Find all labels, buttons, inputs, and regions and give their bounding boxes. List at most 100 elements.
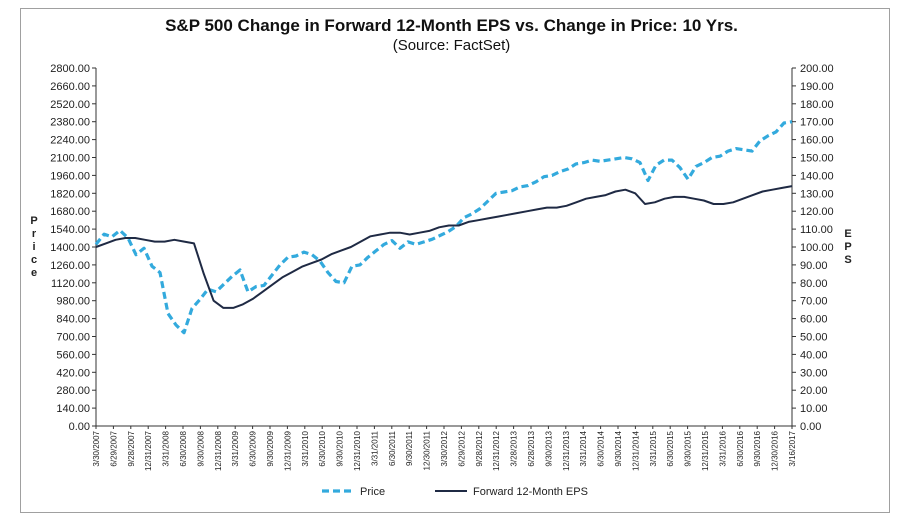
legend-price-label: Price [360,486,385,498]
y-right-tick-label: 140.00 [800,170,834,182]
y-left-tick-label: 2240.00 [50,135,90,147]
price-series-line [94,120,793,335]
x-tick-label: 6/30/2009 [249,430,258,466]
x-tick-label: 12/31/2010 [353,430,362,471]
y-right-tick-label: 80.00 [800,278,828,290]
y-right-axis-title-char: S [844,254,851,266]
y-left-axis-title-char: r [32,228,37,240]
y-left-tick-label: 560.00 [56,349,90,361]
chart-title: S&P 500 Change in Forward 12-Month EPS v… [165,16,738,35]
y-right-tick-label: 70.00 [800,296,828,308]
x-tick-label: 9/28/2007 [127,430,136,466]
series-lines [94,120,793,335]
y-left-tick-label: 1540.00 [50,224,90,236]
x-tick-label: 6/30/2008 [179,430,188,466]
y-left-tick-label: 420.00 [56,367,90,379]
y-right-axis-title: EPS [844,228,851,266]
y-right-tick-label: 50.00 [800,332,828,344]
x-tick-label: 6/29/2012 [457,430,466,466]
y-right-tick-label: 120.00 [800,206,834,218]
y-left-tick-label: 2380.00 [50,117,90,129]
x-tick-label: 3/30/2012 [440,430,449,466]
y-left-tick-label: 2800.00 [50,63,90,75]
x-tick-label: 9/30/2011 [405,430,414,466]
y-left-tick-label: 1120.00 [51,278,90,290]
y-left-tick-label: 1680.00 [50,206,90,218]
y-right-tick-label: 20.00 [800,385,828,397]
y-left-tick-label: 2100.00 [50,153,90,165]
y-right-tick-label: 200.00 [800,63,834,75]
x-tick-label: 12/30/2011 [423,430,432,470]
y-left-tick-label: 2660.00 [50,81,90,93]
x-tick-label: 6/29/2007 [109,430,118,466]
y-right-tick-label: 180.00 [800,99,834,111]
y-left-axis-title: Price [30,215,37,279]
x-tick-label: 3/31/2016 [718,430,727,466]
y-right-tick-label: 30.00 [800,367,828,379]
x-tick-label: 9/30/2008 [196,430,205,466]
y-left-axis-title-char: e [31,267,37,279]
x-tick-label: 3/31/2010 [301,430,310,466]
y-left-axis-title-char: P [30,215,37,227]
y-left-tick-label: 2520.00 [50,99,90,111]
y-left-axis-title-char: i [32,241,35,253]
y-right-tick-label: 130.00 [800,188,834,200]
y-left-axis-title-char: c [31,254,37,266]
x-tick-label: 12/31/2007 [144,430,153,471]
x-tick-label: 12/31/2014 [631,430,640,471]
x-tick-label: 9/30/2016 [753,430,762,466]
y-right-tick-label: 110.00 [800,224,833,236]
y-left-tick-label: 1960.00 [50,170,90,182]
x-tick-label: 3/16/2017 [788,430,797,466]
x-tick-label: 6/30/2010 [318,430,327,466]
x-tick-label: 9/30/2014 [614,430,623,466]
x-tick-label: 9/30/2013 [544,430,553,466]
x-tick-label: 3/31/2008 [162,430,171,466]
y-right-tick-label: 190.00 [800,81,834,93]
y-right-tick-label: 90.00 [800,260,828,272]
y-left-tick-label: 280.00 [56,385,90,397]
y-right-tick-label: 150.00 [800,153,834,165]
legend: Price Forward 12-Month EPS [322,486,588,498]
x-tick-label: 3/31/2014 [579,430,588,466]
x-tick-label: 6/30/2014 [597,430,606,466]
y-right-tick-label: 100.00 [800,242,834,254]
eps-series-line [95,185,793,309]
x-tick-label: 12/30/2016 [771,430,780,471]
x-tick-label: 6/30/2015 [666,430,675,466]
x-tick-label: 6/30/2016 [736,430,745,466]
x-tick-label: 12/31/2008 [214,430,223,471]
x-tick-label: 3/31/2011 [370,430,379,466]
y-axis-labels: 0.00 140.00 280.00 420.00 560.00 700.00 840.00… [30,63,851,433]
legend-eps-label: Forward 12-Month EPS [473,486,588,498]
y-left-tick-label: 1260.00 [50,260,90,272]
x-tick-label: 12/31/2015 [701,430,710,471]
x-tick-label: 9/28/2012 [475,430,484,466]
y-left-tick-label: 980.00 [56,296,90,308]
y-left-tick-label: 700.00 [56,332,90,344]
y-left-tick-label: 0.00 [69,421,90,433]
x-tick-label: 3/31/2009 [231,430,240,466]
x-tick-label: 6/30/2011 [388,430,397,466]
x-tick-label: 12/31/2009 [283,430,292,471]
x-tick-label: 12/31/2013 [562,430,571,471]
x-tick-label: 9/30/2010 [336,430,345,466]
chart-axes [92,67,796,429]
y-left-tick-label: 840.00 [56,314,90,326]
y-right-tick-label: 60.00 [800,314,828,326]
y-right-axis-title-char: P [844,241,851,253]
x-axis-labels: 3/30/2007 6/29/2007 9/28/2007 12/31/2007 3/3… [92,430,797,471]
y-left-tick-label: 140.00 [56,403,90,415]
x-tick-label: 9/30/2015 [684,430,693,466]
y-left-tick-label: 1400.00 [50,242,90,254]
y-right-tick-label: 10.00 [800,403,828,415]
y-right-tick-label: 40.00 [800,349,828,361]
y-right-tick-label: 170.00 [800,117,834,129]
y-right-tick-label: 160.00 [800,135,834,147]
x-tick-label: 12/31/2012 [492,430,501,471]
x-tick-label: 3/30/2007 [92,430,101,466]
chart-frame [20,8,890,513]
x-tick-label: 3/28/2013 [510,430,519,466]
x-tick-label: 9/30/2009 [266,430,275,466]
